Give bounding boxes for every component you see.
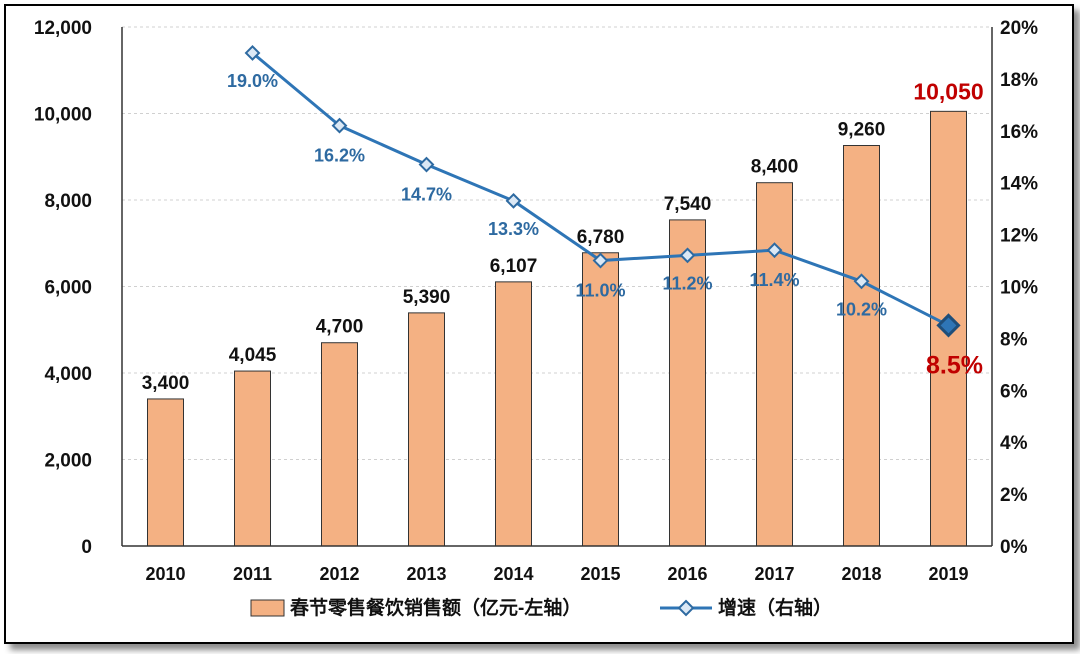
x-axis-tick-label: 2016: [667, 564, 707, 584]
bar-value-label: 9,260: [838, 120, 886, 141]
growth-value-label: 8.5%: [926, 351, 983, 379]
left-axis-tick-label: 2,000: [44, 451, 92, 472]
x-axis-tick-label: 2017: [754, 564, 794, 584]
growth-marker: [679, 247, 696, 264]
left-axis-tick-label: 0: [81, 537, 92, 558]
bar: [408, 312, 445, 547]
legend-line-label: 增速（右轴）: [718, 596, 832, 619]
bar-value-label: 10,050: [913, 78, 983, 104]
left-axis-tick-label: 4,000: [44, 364, 92, 385]
x-axis-tick-label: 2018: [841, 564, 881, 584]
bar-value-label: 4,700: [316, 317, 364, 338]
right-axis-tick-label: 14%: [1000, 174, 1038, 195]
right-axis-tick-label: 4%: [1000, 433, 1028, 454]
growth-value-label: 11.0%: [575, 281, 625, 301]
right-axis-tick-label: 16%: [1000, 122, 1038, 143]
growth-value-label: 10.2%: [836, 299, 887, 319]
bar-value-label: 4,045: [229, 345, 277, 366]
growth-marker: [936, 313, 961, 338]
legend-bar-label: 春节零售餐饮销售额（亿元-左轴）: [290, 596, 581, 619]
right-axis-tick-label: 12%: [1000, 226, 1038, 247]
growth-marker: [853, 273, 870, 290]
bar-value-label: 3,400: [142, 373, 190, 394]
right-axis-tick-label: 6%: [1000, 381, 1028, 402]
right-axis-tick-label: 8%: [1000, 329, 1028, 350]
bar-value-label: 7,540: [664, 194, 712, 215]
x-axis-tick-label: 2015: [580, 564, 620, 584]
left-axis-tick-label: 6,000: [44, 278, 92, 299]
x-axis-tick-label: 2019: [928, 564, 968, 584]
growth-value-label: 13.3%: [488, 219, 539, 239]
x-axis-tick-label: 2011: [233, 564, 272, 584]
x-axis-tick-label: 2014: [493, 564, 533, 584]
right-axis-tick-label: 10%: [1000, 278, 1038, 299]
growth-value-label: 14.7%: [401, 185, 452, 205]
bar-value-label: 8,400: [751, 157, 799, 178]
growth-value-label: 19.0%: [227, 71, 278, 91]
growth-value-label: 16.2%: [314, 146, 365, 166]
bar-value-label: 6,780: [577, 227, 625, 248]
right-axis-tick-label: 20%: [1000, 18, 1038, 39]
x-axis-tick-label: 2010: [145, 564, 185, 584]
bar: [756, 182, 793, 547]
bar-value-label: 5,390: [403, 287, 451, 308]
right-axis-tick-label: 2%: [1000, 485, 1028, 506]
growth-marker: [244, 45, 261, 61]
bar-value-label: 6,107: [490, 256, 538, 277]
bar: [669, 219, 706, 547]
growth-marker: [505, 192, 522, 209]
bar: [234, 370, 271, 547]
growth-marker: [592, 252, 609, 269]
right-axis-tick-label: 18%: [1000, 70, 1038, 91]
growth-value-label: 11.2%: [662, 273, 712, 293]
bar: [843, 145, 880, 547]
bar: [147, 398, 184, 547]
growth-value-label: 11.4%: [749, 270, 799, 290]
growth-marker: [331, 117, 348, 134]
bar: [321, 342, 358, 547]
bar: [495, 281, 532, 547]
legend-line-marker: [677, 599, 695, 617]
left-axis-tick-label: 10,000: [34, 105, 92, 126]
growth-marker: [766, 242, 783, 259]
legend-bar-swatch: [250, 599, 285, 617]
left-axis-tick-label: 8,000: [44, 191, 92, 212]
right-axis-tick-label: 0%: [1000, 537, 1028, 558]
growth-marker: [418, 156, 435, 173]
x-axis-tick-label: 2012: [319, 564, 359, 584]
left-axis-tick-label: 12,000: [34, 18, 92, 39]
x-axis-tick-label: 2013: [406, 564, 446, 584]
